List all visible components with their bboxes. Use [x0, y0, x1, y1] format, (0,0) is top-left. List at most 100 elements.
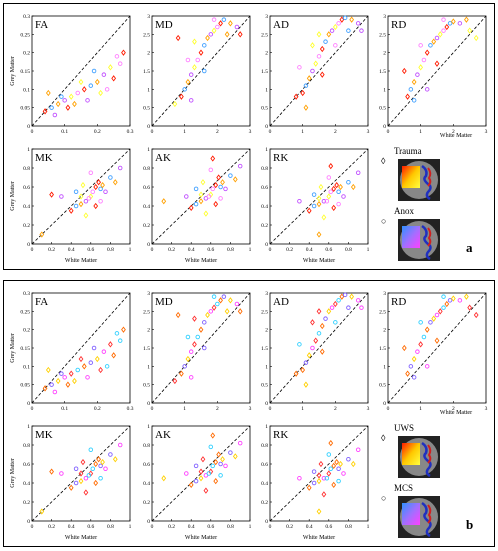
data-point-trauma: [316, 200, 322, 208]
data-point-anox: [90, 466, 96, 471]
x-axis-label: White Matter: [440, 410, 472, 416]
data-point-anox: [342, 15, 348, 21]
y-tick-label: 0.5: [379, 106, 386, 112]
y-tick-label: 0.2: [23, 51, 30, 57]
data-point-trauma: [213, 458, 219, 466]
data-point-trauma: [318, 460, 324, 468]
x-tick-label: 0.2: [48, 524, 55, 530]
identity-line: [31, 148, 131, 245]
data-point-trauma: [424, 326, 430, 333]
data-point-anox: [336, 189, 341, 194]
data-point-trauma: [78, 78, 84, 86]
data-point-trauma: [45, 366, 51, 374]
x-tick-label: 0.8: [227, 524, 234, 530]
figure-panel-b: 0 0.1 0.2 0.3 0 0.05 0.1 0.15 0.2 0.25 0.3 FA 0 1 2 3 0 0…: [3, 280, 495, 547]
y-tick-label: 0.5: [143, 383, 150, 389]
data-point-trauma: [326, 308, 332, 315]
data-point-anox: [297, 65, 302, 70]
x-tick-label: 2: [334, 129, 337, 135]
data-point-anox: [228, 173, 233, 178]
y-tick-label: 0.15: [20, 346, 30, 352]
data-point-anox: [447, 21, 453, 26]
data-point-anox: [108, 452, 113, 457]
data-point-anox: [418, 43, 423, 48]
data-point-anox: [98, 186, 103, 192]
data-point-anox: [75, 367, 80, 373]
data-point-trauma: [42, 385, 48, 392]
y-tick-label: 0.5: [143, 106, 150, 112]
data-point-trauma: [316, 508, 322, 515]
y-tick-label: 0.8: [23, 166, 30, 172]
data-point-anox: [182, 364, 187, 369]
y-tick-label: 0.05: [20, 106, 30, 112]
data-point-trauma: [224, 308, 230, 315]
x-tick-label: 0: [31, 247, 34, 253]
data-point-trauma: [328, 162, 334, 170]
data-point-anox: [103, 189, 108, 194]
y-tick-label: 0: [27, 519, 30, 525]
subplot-title: AD: [273, 296, 289, 308]
data-point-anox: [184, 471, 189, 476]
data-point-trauma: [65, 104, 71, 111]
panel-label: b: [466, 517, 473, 532]
data-point-trauma: [78, 200, 84, 208]
subplot-md: 0 1 2 3 0 0.5 1 1.5 2 2.5 3 MD: [143, 291, 252, 412]
identity-line: [151, 15, 251, 127]
data-point-trauma: [78, 477, 84, 485]
figure-panel-a: 0 0.1 0.2 0.3 0 0.05 0.1 0.15 0.2 0.25 0.3 FA 0 1 2 3 0 0…: [3, 3, 495, 270]
y-tick-label: 2.5: [261, 32, 268, 38]
data-point-anox: [329, 28, 335, 33]
data-point-anox: [211, 294, 217, 299]
x-tick-label: 0.1: [61, 406, 68, 412]
data-point-trauma: [418, 341, 424, 348]
data-point-anox: [324, 475, 330, 481]
legend-label: UWS: [394, 423, 414, 433]
x-tick-label: 2: [334, 406, 337, 412]
x-tick-label: 0.8: [345, 247, 352, 253]
data-point-anox: [185, 334, 191, 340]
data-point-trauma: [198, 468, 204, 475]
subplot-mk: 0 0.2 0.4 0.6 0.8 1 0 0.2 0.4 0.6 0.8 1 MK: [23, 147, 132, 253]
identity-line: [31, 15, 131, 127]
x-axis-label: White Matter: [65, 258, 97, 264]
data-point-trauma: [68, 207, 74, 214]
data-point-anox: [101, 72, 107, 77]
data-point-trauma: [303, 381, 309, 388]
data-point-trauma: [121, 326, 126, 333]
data-point-anox: [323, 39, 328, 44]
data-point-anox: [321, 475, 327, 481]
x-axis-label: White Matter: [303, 535, 335, 541]
brain-thumbnail: [398, 436, 440, 478]
data-point-anox: [346, 456, 351, 462]
data-point-anox: [202, 68, 207, 74]
data-point-anox: [221, 17, 227, 22]
subplot-title: MD: [155, 19, 173, 31]
x-tick-label: 0.4: [306, 524, 313, 530]
data-point-trauma: [112, 179, 118, 186]
y-tick-label: 1: [147, 87, 150, 93]
data-point-anox: [441, 305, 446, 310]
data-point-anox: [101, 349, 107, 354]
identity-line: [269, 15, 369, 127]
data-point-trauma: [78, 470, 84, 477]
data-point-trauma: [232, 453, 238, 460]
data-point-anox: [114, 54, 120, 59]
data-point-anox: [424, 364, 430, 369]
data-point-anox: [329, 305, 335, 310]
data-point-anox: [215, 24, 220, 30]
data-point-anox: [421, 57, 427, 63]
data-point-trauma: [200, 456, 206, 463]
data-point-trauma: [334, 181, 340, 189]
subplot-ad: 0 1 2 3 0 0.5 1 1.5 2 2.5 3 AD: [261, 291, 370, 412]
data-point-anox: [91, 345, 97, 351]
data-point-anox: [297, 198, 302, 204]
data-point-trauma: [232, 176, 238, 183]
x-tick-label: 0.4: [68, 247, 75, 253]
data-point-trauma: [331, 462, 337, 470]
x-tick-label: 0: [151, 524, 154, 530]
data-point-trauma: [185, 355, 191, 363]
data-point-trauma: [319, 348, 325, 355]
data-point-trauma: [467, 27, 473, 34]
data-point-anox: [336, 21, 341, 26]
data-point-trauma: [68, 370, 74, 377]
